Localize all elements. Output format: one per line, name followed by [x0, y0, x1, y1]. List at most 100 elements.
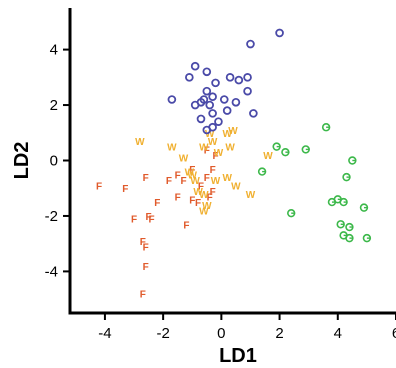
data-point: [336, 220, 345, 229]
data-point: [345, 222, 354, 232]
data-point: F: [189, 165, 195, 176]
data-point: W: [179, 154, 189, 165]
data-point: [281, 147, 290, 157]
data-point: W: [199, 206, 209, 217]
data-point: W: [263, 151, 273, 162]
data-point: [208, 92, 217, 102]
data-point: F: [143, 242, 149, 253]
data-point: [208, 109, 217, 118]
series-g: [257, 123, 372, 243]
x-tick-label: 2: [275, 325, 283, 342]
data-point: W: [205, 129, 215, 140]
data-point: F: [189, 195, 195, 206]
data-point: [234, 75, 244, 85]
data-point: F: [148, 215, 154, 226]
data-point: F: [204, 173, 210, 184]
data-point: [202, 67, 212, 77]
data-point: [301, 145, 310, 154]
data-point: [190, 61, 200, 71]
data-point: F: [143, 173, 149, 184]
data-point: [249, 109, 258, 118]
x-tick-label: 4: [334, 325, 342, 342]
axes: -4 -2 0 2 4 6 -4 -2 0 2 4: [45, 8, 396, 342]
y-tick-label: 4: [50, 42, 58, 59]
data-point: [202, 125, 212, 135]
data-point: W: [199, 190, 209, 201]
data-point: F: [207, 193, 213, 204]
data-point: [219, 95, 229, 104]
data-point: F: [140, 290, 146, 301]
x-tick-label: -4: [98, 325, 111, 342]
data-point: W: [193, 187, 203, 198]
y-axis-label: LD2: [11, 142, 33, 180]
data-point: W: [188, 170, 198, 181]
data-point: F: [122, 184, 128, 195]
data-point: [359, 203, 369, 212]
series-o: [167, 28, 284, 135]
data-point: F: [146, 212, 152, 223]
data-point: F: [166, 176, 172, 187]
data-point: F: [212, 151, 218, 162]
data-point: [287, 208, 296, 218]
data-point: W: [228, 126, 238, 137]
data-point: [225, 73, 235, 82]
data-point: F: [140, 237, 146, 248]
data-point: W: [167, 143, 177, 154]
data-point: W: [190, 176, 200, 187]
data-point: F: [180, 176, 186, 187]
data-point: [222, 106, 232, 115]
data-point: [185, 73, 194, 82]
data-point: F: [210, 187, 216, 198]
data-point: W: [214, 148, 224, 159]
y-tick-label: -2: [45, 208, 58, 225]
data-point: [275, 28, 284, 38]
data-point: F: [175, 170, 181, 181]
data-point: F: [183, 220, 189, 231]
data-point: [339, 197, 348, 207]
data-point: W: [202, 201, 212, 212]
data-point: [190, 100, 200, 110]
x-axis-label: LD1: [219, 345, 257, 367]
data-point: W: [222, 129, 232, 140]
data-point: [362, 233, 372, 243]
data-point: W: [222, 173, 232, 184]
data-point: F: [131, 215, 137, 226]
data-point: [214, 117, 223, 126]
data-point: F: [143, 262, 149, 273]
data-point: F: [96, 181, 102, 192]
data-point: W: [199, 143, 209, 154]
data-point: [211, 78, 220, 88]
data-point: W: [225, 143, 235, 154]
data-point: F: [195, 198, 201, 209]
data-point: [272, 142, 281, 151]
data-point: [327, 197, 337, 207]
data-point: W: [211, 176, 221, 187]
data-point: F: [175, 193, 181, 204]
data-point: F: [204, 145, 210, 156]
data-point: W: [185, 168, 195, 179]
data-point: [345, 233, 354, 243]
data-point: [321, 123, 331, 132]
data-point: W: [246, 190, 256, 201]
data-point: F: [198, 181, 204, 192]
data-point: [231, 97, 241, 107]
x-tick-label: 6: [392, 325, 396, 342]
data-point: [246, 39, 255, 49]
y-tick-label: 2: [50, 97, 58, 114]
y-tick-label: 0: [50, 153, 58, 170]
x-tick-label: -2: [156, 325, 169, 342]
data-point: [342, 172, 351, 182]
data-point: W: [135, 137, 145, 148]
data-point: F: [154, 198, 160, 209]
data-point: W: [208, 137, 218, 148]
data-point: [257, 167, 267, 176]
data-point: [167, 95, 177, 104]
data-point: [243, 86, 252, 96]
data-point: [243, 73, 252, 82]
data-point: [202, 86, 212, 96]
